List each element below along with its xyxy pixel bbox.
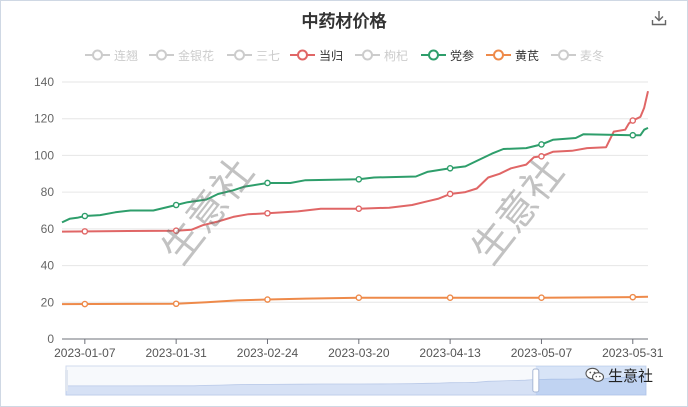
legend-label: 黄芪 <box>515 48 540 63</box>
legend-marker <box>551 49 576 61</box>
legend-item-sanqi[interactable]: 三七 <box>227 46 280 64</box>
download-icon[interactable] <box>651 10 667 26</box>
legend-item-dangshen[interactable]: 党参 <box>421 46 474 64</box>
data-point <box>446 294 454 301</box>
legend-marker <box>290 49 315 61</box>
data-point <box>538 141 545 148</box>
x-tick-label: 2023-02-24 <box>237 346 299 360</box>
zoom-preview-area <box>65 373 647 396</box>
data-point <box>172 300 180 308</box>
legend-item-jinyinhua[interactable]: 金银花 <box>149 46 214 64</box>
y-tick-label: 80 <box>41 185 55 199</box>
data-point <box>264 179 271 187</box>
data-point <box>264 296 271 303</box>
data-point <box>629 293 637 301</box>
data-zoom-slider[interactable] <box>65 365 647 396</box>
legend-marker <box>85 49 110 61</box>
y-tick-label: 40 <box>41 259 55 273</box>
legend-marker <box>149 49 174 61</box>
data-point <box>172 201 180 209</box>
legend-marker <box>421 49 446 61</box>
data-point <box>172 227 180 234</box>
zoom-handle-left <box>65 370 68 391</box>
legend-item-lianqiao[interactable]: 连翘 <box>85 46 138 64</box>
legend-label: 枸杞 <box>384 48 409 63</box>
data-point <box>81 300 89 308</box>
x-tick-label: 2023-01-07 <box>54 346 116 360</box>
data-point <box>81 212 89 220</box>
legend-item-huangqi[interactable]: 黄芪 <box>486 46 539 64</box>
data-point <box>355 294 363 301</box>
x-tick-label: 2023-04-13 <box>419 346 481 360</box>
legend-marker <box>355 49 380 61</box>
series-line-当归 <box>61 90 649 233</box>
y-tick-label: 20 <box>41 295 55 309</box>
legend-label: 麦冬 <box>580 48 605 63</box>
data-point <box>446 190 454 198</box>
wechat-icon <box>585 367 605 382</box>
brand-badge: 生意社 <box>585 365 653 385</box>
x-tick-label: 2023-01-31 <box>145 346 207 360</box>
series-line-黄芪 <box>61 295 649 306</box>
data-point <box>538 294 545 301</box>
chart-title: 中药材价格 <box>301 12 387 32</box>
y-tick-label: 0 <box>47 332 54 346</box>
chart-legend: 连翘 金银花 三七 当归 枸杞 党参 黄芪 麦冬 <box>0 46 688 64</box>
x-tick-label: 2023-05-07 <box>511 346 573 360</box>
x-tick-label: 2023-03-20 <box>328 346 390 360</box>
y-tick-label: 100 <box>34 148 54 162</box>
legend-label: 当归 <box>319 48 344 63</box>
data-point <box>355 175 363 183</box>
legend-label: 三七 <box>256 48 281 63</box>
legend-label: 党参 <box>450 48 475 63</box>
legend-marker <box>486 49 511 61</box>
data-point <box>446 164 454 172</box>
data-point <box>264 209 271 217</box>
data-point <box>538 153 545 160</box>
legend-item-danggui[interactable]: 当归 <box>290 46 343 64</box>
brand-label: 生意社 <box>608 366 654 385</box>
y-tick-label: 140 <box>34 75 54 89</box>
data-point <box>629 117 637 124</box>
legend-item-maidong[interactable]: 麦冬 <box>551 46 604 64</box>
x-tick-label: 2023-05-31 <box>602 346 664 360</box>
y-tick-label: 60 <box>41 222 55 236</box>
legend-marker <box>227 49 252 61</box>
data-point <box>629 131 637 139</box>
legend-label: 金银花 <box>178 48 215 63</box>
zoom-handle-right[interactable] <box>532 368 540 393</box>
legend-label: 连翘 <box>114 48 139 63</box>
y-tick-label: 120 <box>34 112 54 126</box>
legend-item-gouqi[interactable]: 枸杞 <box>355 46 408 64</box>
data-point <box>355 205 363 212</box>
data-point <box>81 228 89 235</box>
